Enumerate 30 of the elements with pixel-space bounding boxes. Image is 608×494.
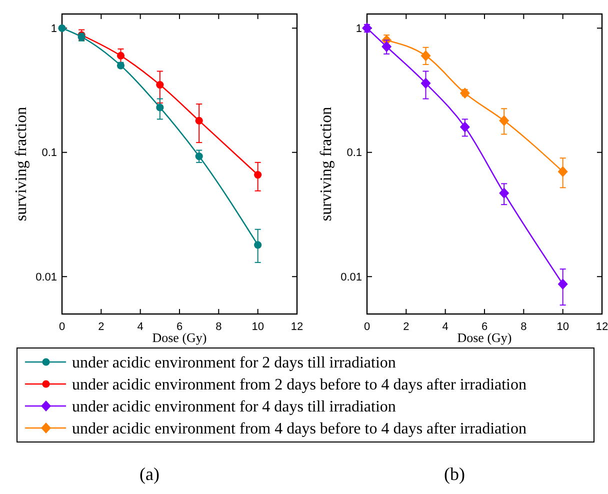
y-tick-label: 1 — [50, 23, 57, 36]
legend-label: under acidic environment for 2 days till irradiation — [72, 354, 396, 372]
x-tick-label: 0 — [364, 321, 370, 333]
x-tick-label: 6 — [176, 321, 183, 333]
y-tick-label: 0.01 — [340, 271, 362, 284]
x-tick-label: 8 — [216, 321, 222, 333]
x-tick-label: 2 — [98, 321, 104, 333]
y-tick-label: 0.1 — [42, 147, 57, 160]
x-axis-title: Dose (Gy) — [152, 330, 207, 345]
legend-label: under acidic environment from 4 days before to 4 days after irradiation — [72, 420, 526, 438]
text: (a) — [140, 464, 160, 484]
x-tick-label: 2 — [403, 321, 410, 333]
x-tick-label: 4 — [442, 321, 448, 333]
legend-label: under acidic environment for 4 days till irradiation — [72, 398, 396, 416]
x-tick-label: 0 — [58, 321, 66, 333]
x-tick-label: 6 — [481, 321, 488, 333]
x-tick-label: 12 — [596, 321, 608, 333]
x-tick-label: 10 — [556, 321, 569, 333]
y-tick-label: 0.01 — [36, 271, 57, 284]
x-tick-label: 4 — [137, 321, 144, 333]
y-axis-title: surviving fraction — [318, 106, 335, 222]
x-tick-label: 8 — [520, 321, 527, 333]
text: (b) — [444, 464, 465, 484]
x-axis-title: Dose (Gy) — [457, 330, 512, 345]
x-tick-label: 10 — [252, 321, 264, 333]
y-axis-title: surviving fraction — [13, 106, 30, 222]
y-tick-label: 1 — [356, 23, 362, 36]
y-tick-label: 0.1 — [346, 147, 362, 160]
legend-label: under acidic environment from 2 days before to 4 days after irradiation — [72, 376, 526, 394]
x-tick-label: 12 — [290, 321, 304, 333]
